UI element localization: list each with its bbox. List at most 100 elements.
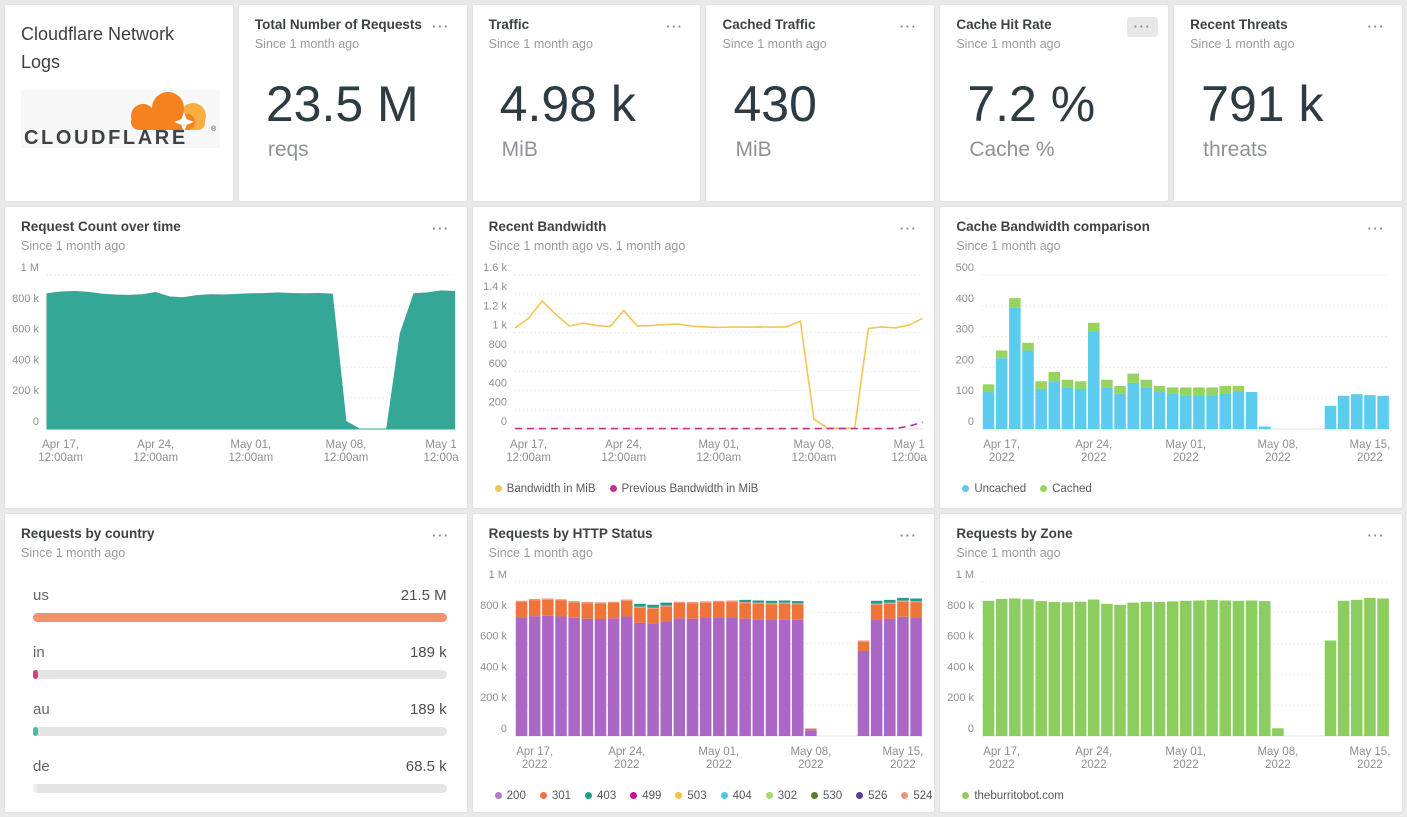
panel-menu-button[interactable]: ··· xyxy=(425,526,457,546)
bar-segment-301 xyxy=(765,604,777,620)
legend-item-200[interactable]: 200 xyxy=(494,789,526,802)
y-tick-label: 400 k xyxy=(480,661,507,673)
bar-segment-Uncached xyxy=(1022,350,1035,429)
legend-dot-icon xyxy=(765,792,773,800)
y-tick-label: 400 k xyxy=(947,661,974,673)
bar-segment-Cached xyxy=(1062,379,1074,388)
panel-title: Recent Threats xyxy=(1190,17,1288,32)
x-tick-label: 12:00a xyxy=(424,452,460,464)
bar-segment-theburritobot.com xyxy=(1114,604,1127,736)
gauge-fill xyxy=(33,669,38,679)
requests-by-zone-chart[interactable]: 1 M 800 k 600 k 400 k 200 k 0 Apr 17, 2022 Apr 2… xyxy=(940,560,1402,782)
bar-segment-301 xyxy=(541,599,554,616)
x-tick-label: May 08, xyxy=(326,439,367,451)
panel-subtitle: Since 1 month ago xyxy=(488,36,593,51)
legend-item-Cached[interactable]: Cached xyxy=(1040,483,1092,495)
legend-item-524[interactable]: 524 xyxy=(901,789,933,802)
x-tick-label: 2022 xyxy=(1357,759,1383,771)
panel-subtitle: Since 1 month ago vs. 1 month ago xyxy=(488,238,686,253)
bar-segment-301 xyxy=(673,602,685,619)
stat-value: 791 k xyxy=(1201,75,1324,132)
x-tick-label: May 08, xyxy=(1258,439,1299,451)
bar-segment-524 xyxy=(857,640,869,642)
panel-menu-button[interactable]: ··· xyxy=(1360,219,1392,239)
request-count-chart[interactable]: 1 M 800 k 600 k 400 k 200 k 0 Apr 17, 12:00am Ap… xyxy=(5,253,467,475)
x-tick-label: 2022 xyxy=(1173,759,1199,771)
gauge-fill xyxy=(33,612,447,622)
legend-item-403[interactable]: 403 xyxy=(585,790,616,802)
bar-segment-200 xyxy=(883,618,896,736)
bar-segment-301 xyxy=(752,603,764,620)
panel-menu-button[interactable]: ··· xyxy=(893,17,925,37)
bar-segment-Cached xyxy=(1101,379,1114,388)
legend-item-526[interactable]: 526 xyxy=(856,790,887,802)
panel-menu-button[interactable]: ··· xyxy=(425,219,457,239)
bar-segment-Cached xyxy=(1048,371,1061,382)
bar-segment-524 xyxy=(660,605,672,607)
x-tick-label: 2022 xyxy=(1265,452,1291,464)
x-tick-label: 2022 xyxy=(890,759,916,771)
legend-dot-icon xyxy=(539,792,547,800)
x-tick-label: Apr 17, xyxy=(984,746,1021,758)
x-tick-label: 2022 xyxy=(522,759,548,771)
bar-segment-theburritobot.com xyxy=(1075,601,1087,736)
legend-item-theburritobot.com[interactable]: theburritobot.com xyxy=(962,790,1064,802)
http-status-chart[interactable]: 1 M 800 k 600 k 400 k 200 k 0 Apr 17, 2022 Apr 2… xyxy=(473,560,935,782)
area-series-Requests xyxy=(46,290,456,430)
y-tick-label: 200 xyxy=(956,354,974,366)
legend-item-404[interactable]: 404 xyxy=(720,790,752,802)
panel-menu-button[interactable]: ··· xyxy=(1126,17,1159,37)
panel-requests-by-country: Requests by country Since 1 month ago ··… xyxy=(4,513,468,813)
cache-bandwidth-chart[interactable]: 500 400 300 200 100 0 Apr 17, 2022 Apr 24, 2022 Ma… xyxy=(940,253,1402,475)
panel-menu-button[interactable]: ··· xyxy=(893,219,925,239)
panel-menu-button[interactable]: ··· xyxy=(425,17,457,37)
legend-item-530[interactable]: 530 xyxy=(810,790,842,802)
panel-menu-button[interactable]: ··· xyxy=(659,17,691,37)
stat-unit: Cache % xyxy=(969,137,1055,161)
legend-label: 200 xyxy=(506,789,526,802)
x-tick-label: May 15, xyxy=(882,746,923,758)
panel-subtitle: Since 1 month ago xyxy=(722,36,827,51)
bar-segment-theburritobot.com xyxy=(1338,600,1350,736)
bar-segment-524 xyxy=(646,607,659,609)
y-tick-label: 0 xyxy=(968,416,974,428)
legend-item-Previous Bandwidth in MiB[interactable]: Previous Bandwidth in MiB xyxy=(609,482,759,495)
bar-segment-theburritobot.com xyxy=(1088,599,1100,736)
bar-segment-524 xyxy=(699,601,712,603)
legend-item-499[interactable]: 499 xyxy=(630,790,661,802)
legend-label: 524 xyxy=(913,789,933,802)
legend-item-Bandwidth in MiB[interactable]: Bandwidth in MiB xyxy=(494,482,596,495)
bar-segment-403 xyxy=(765,600,777,603)
legend-item-503[interactable]: 503 xyxy=(675,790,707,802)
x-tick-label: Apr 24, xyxy=(1076,439,1113,451)
y-tick-label: 200 k xyxy=(12,385,39,397)
legend-label: Previous Bandwidth in MiB xyxy=(621,482,759,495)
panel-request-count: Request Count over time Since 1 month ag… xyxy=(4,206,468,509)
legend-label: 499 xyxy=(642,789,662,802)
panel-menu-button[interactable]: ··· xyxy=(1360,526,1392,546)
legend-item-301[interactable]: 301 xyxy=(539,790,571,802)
legend-item-Uncached[interactable]: Uncached xyxy=(962,483,1026,495)
panel-stat-cached-traffic: Cached Traffic Since 1 month ago ··· 430… xyxy=(705,4,936,202)
legend-label: Bandwidth in MiB xyxy=(506,482,596,495)
bar-segment-Uncached xyxy=(1180,394,1192,429)
legend-item-302[interactable]: 302 xyxy=(765,790,797,802)
bar-segment-200 xyxy=(791,619,804,736)
bar-segment-Cached xyxy=(1022,342,1035,351)
panel-title: Requests by HTTP Status xyxy=(488,526,653,541)
stat-unit: threats xyxy=(1203,137,1268,161)
panel-menu-button[interactable]: ··· xyxy=(893,526,925,546)
panel-title: Traffic xyxy=(488,17,530,32)
gauge-track xyxy=(33,726,447,736)
bar-segment-Cached xyxy=(1206,387,1219,395)
x-tick-label: 2022 xyxy=(1173,452,1199,464)
panel-menu-button[interactable]: ··· xyxy=(1360,17,1392,37)
